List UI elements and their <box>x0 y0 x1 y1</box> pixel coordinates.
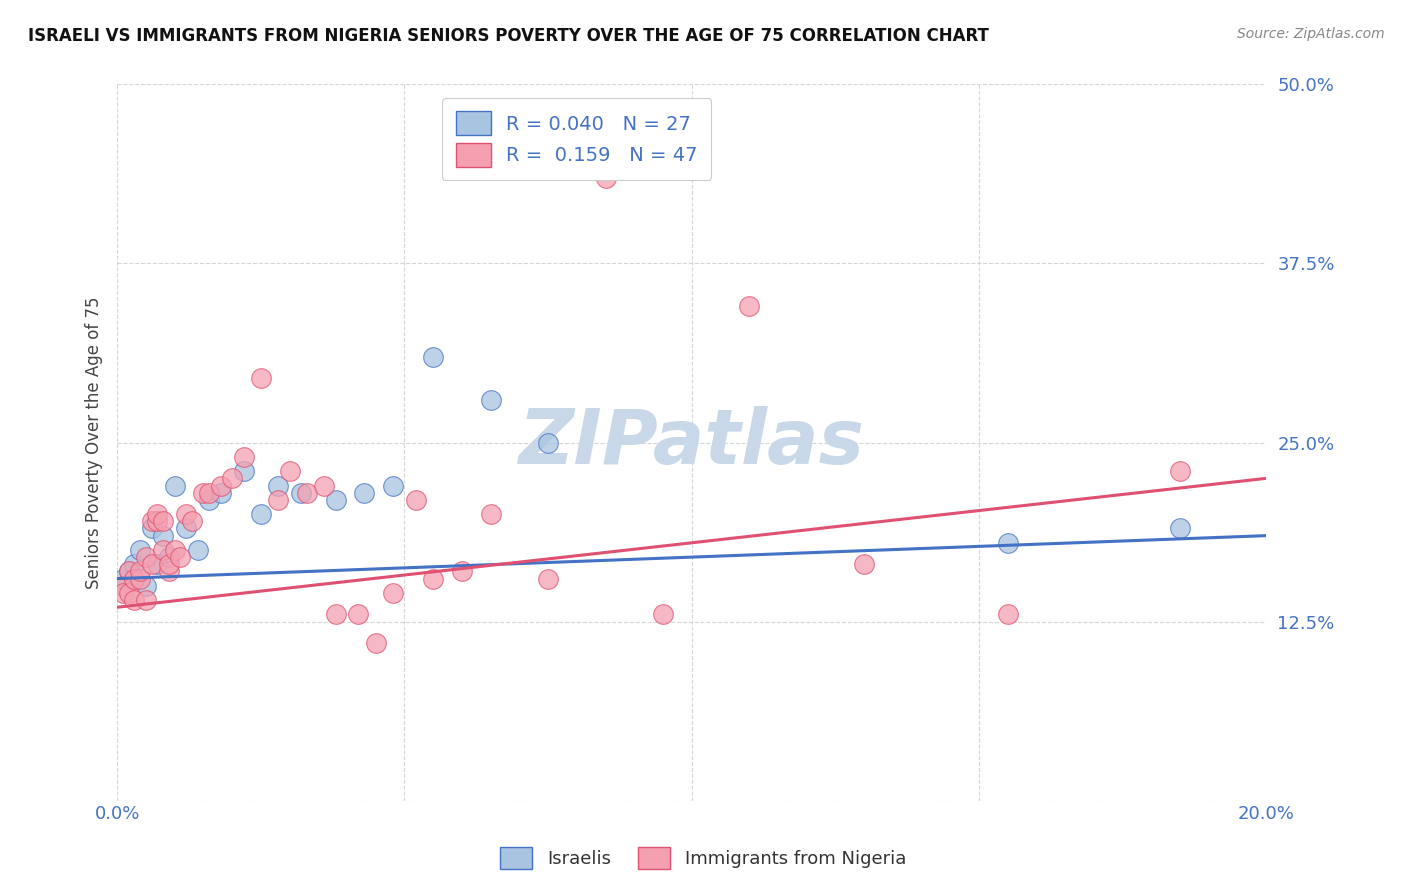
Point <box>479 392 502 407</box>
Point <box>738 300 761 314</box>
Y-axis label: Seniors Poverty Over the Age of 75: Seniors Poverty Over the Age of 75 <box>86 296 103 589</box>
Point <box>221 471 243 485</box>
Point <box>250 507 273 521</box>
Point <box>353 485 375 500</box>
Point <box>129 572 152 586</box>
Point <box>209 478 232 492</box>
Point <box>997 536 1019 550</box>
Point <box>537 435 560 450</box>
Point <box>479 507 502 521</box>
Point <box>198 492 221 507</box>
Point <box>1168 521 1191 535</box>
Point <box>141 558 163 572</box>
Text: Source: ZipAtlas.com: Source: ZipAtlas.com <box>1237 27 1385 41</box>
Point <box>422 572 444 586</box>
Point <box>295 485 318 500</box>
Point <box>405 492 427 507</box>
Point <box>129 543 152 558</box>
Point <box>174 521 197 535</box>
Point <box>290 485 312 500</box>
Point <box>232 450 254 464</box>
Point <box>595 170 617 185</box>
Point <box>118 586 141 600</box>
Point <box>267 492 290 507</box>
Point <box>152 514 174 528</box>
Point <box>250 371 273 385</box>
Point <box>325 492 347 507</box>
Point <box>997 607 1019 622</box>
Point <box>451 565 474 579</box>
Point <box>364 636 387 650</box>
Point <box>381 478 404 492</box>
Point <box>312 478 335 492</box>
Point <box>198 485 221 500</box>
Point <box>157 550 180 565</box>
Legend: R = 0.040   N = 27, R =  0.159   N = 47: R = 0.040 N = 27, R = 0.159 N = 47 <box>441 98 711 180</box>
Point <box>118 565 141 579</box>
Point <box>1168 464 1191 478</box>
Point <box>163 478 186 492</box>
Point <box>187 543 209 558</box>
Point <box>111 579 134 593</box>
Text: ISRAELI VS IMMIGRANTS FROM NIGERIA SENIORS POVERTY OVER THE AGE OF 75 CORRELATIO: ISRAELI VS IMMIGRANTS FROM NIGERIA SENIO… <box>28 27 988 45</box>
Point <box>146 514 169 528</box>
Point <box>135 579 157 593</box>
Point <box>422 350 444 364</box>
Point <box>381 586 404 600</box>
Point <box>124 593 146 607</box>
Point <box>118 565 141 579</box>
Point <box>652 607 675 622</box>
Text: ZIPatlas: ZIPatlas <box>519 406 865 480</box>
Point <box>146 558 169 572</box>
Point <box>180 514 202 528</box>
Point <box>278 464 301 478</box>
Point <box>146 507 169 521</box>
Point <box>853 558 876 572</box>
Point <box>193 485 215 500</box>
Point <box>135 593 157 607</box>
Legend: Israelis, Immigrants from Nigeria: Israelis, Immigrants from Nigeria <box>491 838 915 879</box>
Point <box>129 565 152 579</box>
Point <box>209 485 232 500</box>
Point <box>124 558 146 572</box>
Point <box>537 572 560 586</box>
Point <box>157 565 180 579</box>
Point <box>347 607 370 622</box>
Point <box>232 464 254 478</box>
Point <box>135 550 157 565</box>
Point <box>111 572 134 586</box>
Point <box>141 514 163 528</box>
Point <box>163 543 186 558</box>
Point <box>141 521 163 535</box>
Point <box>267 478 290 492</box>
Point <box>325 607 347 622</box>
Point <box>124 572 146 586</box>
Point <box>169 550 191 565</box>
Point <box>157 558 180 572</box>
Point <box>124 572 146 586</box>
Point <box>152 543 174 558</box>
Point <box>152 528 174 542</box>
Point <box>111 586 134 600</box>
Point <box>174 507 197 521</box>
